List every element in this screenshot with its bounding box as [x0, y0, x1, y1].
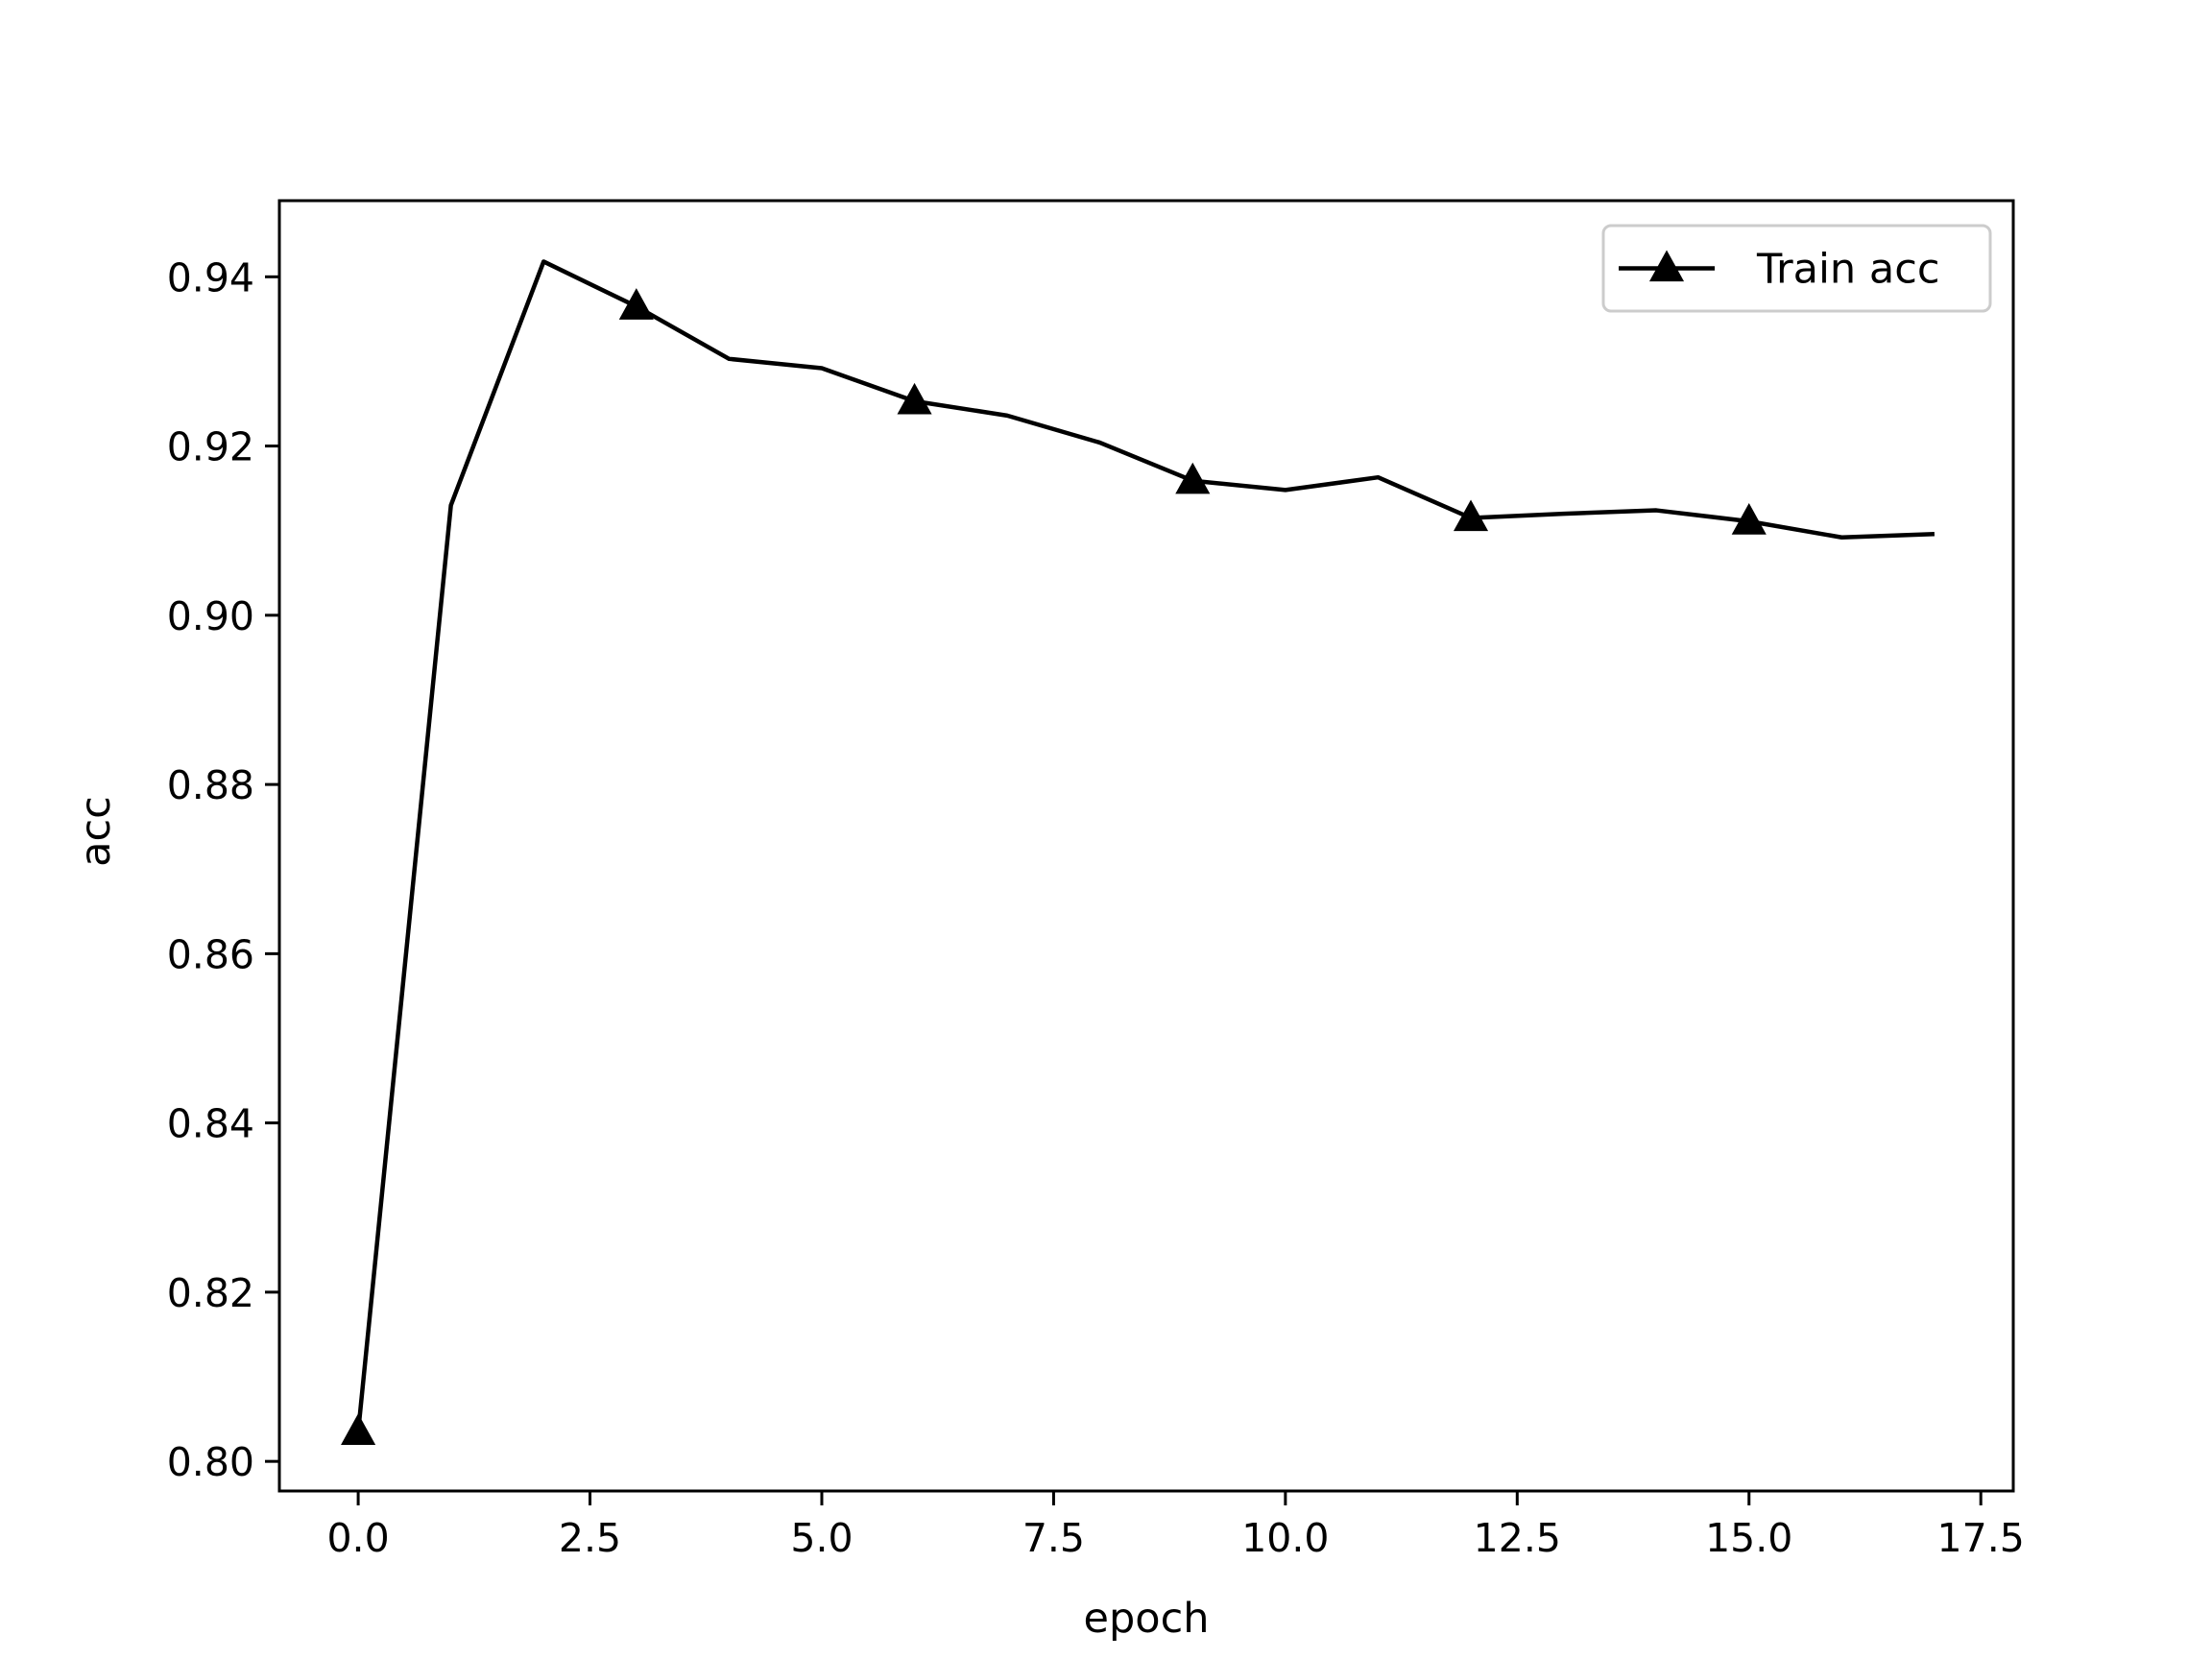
- x-tick-label: 12.5: [1474, 1515, 1561, 1561]
- legend: Train acc: [1601, 224, 1992, 313]
- plot-area: [277, 199, 2015, 1493]
- plot-frame: [277, 199, 2015, 1493]
- y-tick-label: 0.90: [167, 593, 254, 639]
- y-tick-label: 0.94: [167, 254, 254, 301]
- legend-box: [1601, 224, 1992, 313]
- data-point-marker: [1731, 503, 1767, 535]
- y-tick-label: 0.80: [167, 1439, 254, 1485]
- data-point-marker: [618, 288, 654, 320]
- data-point-marker: [1175, 462, 1211, 494]
- y-axis-label: acc: [72, 796, 120, 867]
- x-tick-label: 0.0: [326, 1515, 389, 1561]
- y-tick-label: 0.82: [167, 1270, 254, 1316]
- x-tick-label: 10.0: [1241, 1515, 1329, 1561]
- y-tick-label: 0.92: [167, 424, 254, 470]
- x-tick-label: 7.5: [1022, 1515, 1085, 1561]
- data-point-marker: [1453, 499, 1489, 532]
- series-line: [355, 259, 1935, 1432]
- x-tick-label: 15.0: [1705, 1515, 1792, 1561]
- x-tick-label: 5.0: [790, 1515, 853, 1561]
- data-point-marker: [341, 1413, 376, 1445]
- legend-label: Train acc: [1756, 246, 1939, 294]
- x-tick-label: 17.5: [1937, 1515, 2025, 1561]
- data-point-marker: [897, 382, 932, 415]
- y-axis: 0.80 0.82 0.84 0.86 0.88 0.90 0.92 0.94: [167, 254, 279, 1485]
- y-tick-label: 0.88: [167, 762, 254, 808]
- x-axis-label: epoch: [1084, 1595, 1210, 1643]
- legend-marker: [1648, 250, 1685, 282]
- x-axis: 0.0 2.5 5.0 7.5 10.0 12.5 15.0 17.5: [326, 1491, 2025, 1561]
- x-tick-label: 2.5: [559, 1515, 621, 1561]
- y-tick-label: 0.84: [167, 1101, 254, 1147]
- y-tick-label: 0.86: [167, 931, 254, 977]
